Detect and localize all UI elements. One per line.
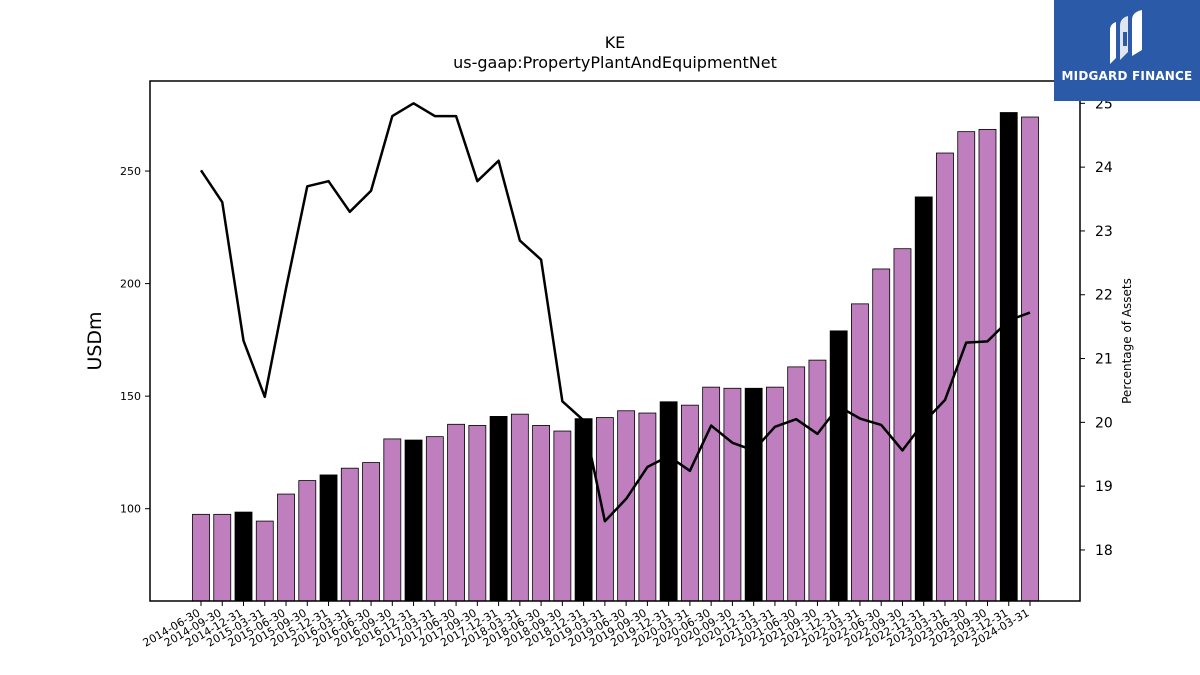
bar (553, 430, 572, 602)
bar (999, 112, 1018, 602)
bar (255, 520, 274, 602)
y-tick-label-right: 24 (1095, 160, 1113, 176)
y-tick-label-right: 23 (1095, 224, 1113, 240)
y-tick-label-right: 21 (1095, 352, 1113, 368)
y-axis-label-left: USDm (84, 311, 106, 370)
bar (447, 423, 465, 602)
bar (702, 386, 721, 602)
bars (192, 112, 1039, 602)
bar (192, 513, 210, 602)
bar (213, 513, 232, 602)
bar (744, 387, 763, 602)
bar (659, 401, 678, 602)
bar (893, 248, 912, 602)
brand-logo-text: MIDGARD FINANCE (1061, 69, 1193, 83)
y-tick-label-right: 20 (1095, 415, 1113, 431)
bar (468, 425, 487, 602)
bar (766, 386, 784, 602)
chart-title: KE (605, 33, 626, 52)
bar (340, 467, 359, 602)
bar (510, 413, 529, 602)
bar (489, 416, 508, 602)
brand-logo: MIDGARD FINANCE (1054, 0, 1200, 101)
bar (595, 417, 614, 602)
y-tick-label-left: 250 (120, 165, 141, 178)
bar (1021, 116, 1039, 602)
bar (872, 268, 891, 602)
bar (638, 412, 657, 602)
y-axis-label-right: Percentage of Assets (1120, 278, 1134, 404)
bar (298, 480, 317, 602)
bar (978, 128, 997, 602)
bar (680, 404, 699, 602)
bar (808, 359, 827, 602)
bar (532, 425, 551, 602)
bar (829, 330, 848, 602)
chart-subtitle: us-gaap:PropertyPlantAndEquipmentNet (453, 53, 777, 72)
bar (936, 152, 954, 602)
percentage-line (199, 102, 1031, 523)
bar (362, 462, 380, 602)
bar (914, 196, 933, 602)
bar (404, 439, 423, 602)
y-axis-left: 100 150 200 250 (120, 165, 150, 516)
brand-logo-icon (1110, 10, 1142, 64)
y-tick-label-right: 18 (1095, 543, 1113, 559)
line-layer (199, 102, 1031, 523)
x-axis: 2014-06-302014-09-302014-12-312015-03-31… (141, 601, 1032, 650)
y-tick-label-left: 100 (120, 503, 141, 516)
bar (723, 387, 742, 602)
y-tick-label-left: 150 (120, 390, 141, 403)
bar (319, 474, 338, 602)
y-tick-label-right: 19 (1095, 479, 1113, 495)
bar (234, 511, 253, 602)
bar (425, 436, 444, 602)
plot-frame (149, 80, 1081, 602)
y-tick-label-right: 22 (1095, 288, 1113, 304)
bar (851, 303, 869, 602)
bar (383, 438, 402, 602)
bar (787, 366, 806, 602)
bar (277, 493, 295, 602)
y-tick-label-left: 200 (120, 278, 141, 291)
bar (957, 131, 976, 602)
